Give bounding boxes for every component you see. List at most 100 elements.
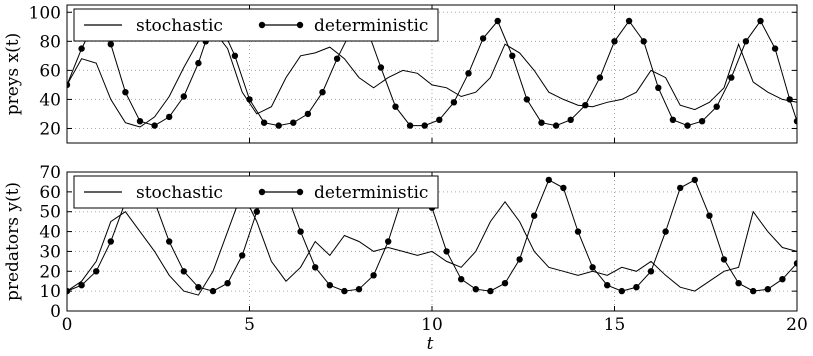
data-point-deterministic bbox=[180, 268, 187, 275]
data-point-deterministic bbox=[684, 122, 691, 129]
data-point-deterministic bbox=[501, 280, 509, 287]
data-point-deterministic bbox=[552, 122, 560, 129]
data-point-deterministic bbox=[450, 99, 458, 106]
data-point-deterministic bbox=[691, 176, 698, 184]
data-point-deterministic bbox=[107, 41, 115, 48]
data-point-deterministic bbox=[662, 228, 669, 235]
data-point-deterministic bbox=[604, 282, 611, 289]
data-point-deterministic bbox=[757, 17, 764, 25]
legend-marker bbox=[296, 188, 304, 196]
y-tick-label: 20 bbox=[39, 262, 61, 282]
data-point-deterministic bbox=[487, 287, 494, 295]
data-point-deterministic bbox=[355, 286, 363, 293]
series-line-stochastic bbox=[67, 28, 797, 128]
data-point-deterministic bbox=[341, 287, 348, 295]
x-tick-label: 15 bbox=[604, 315, 626, 335]
data-point-deterministic bbox=[647, 268, 655, 275]
y-tick-label: 100 bbox=[29, 3, 61, 23]
data-point-deterministic bbox=[275, 122, 282, 129]
data-point-deterministic bbox=[538, 119, 545, 126]
data-point-deterministic bbox=[545, 176, 552, 184]
data-point-deterministic bbox=[494, 17, 501, 25]
data-point-deterministic bbox=[319, 89, 326, 96]
data-point-deterministic bbox=[479, 35, 487, 42]
data-point-deterministic bbox=[304, 110, 312, 118]
series-line-deterministic bbox=[67, 18, 797, 127]
data-point-deterministic bbox=[312, 264, 319, 271]
legend-marker bbox=[258, 188, 266, 196]
y-tick-label: 50 bbox=[39, 203, 61, 223]
y-tick-label: 0 bbox=[50, 302, 61, 322]
data-point-deterministic bbox=[333, 55, 341, 62]
y-tick-label: 80 bbox=[39, 32, 61, 52]
data-point-deterministic bbox=[406, 122, 414, 129]
data-point-deterministic bbox=[78, 282, 85, 289]
x-tick-label: 0 bbox=[62, 315, 73, 335]
data-point-deterministic bbox=[370, 272, 377, 279]
data-point-deterministic bbox=[728, 74, 735, 81]
data-point-deterministic bbox=[750, 287, 757, 295]
data-point-deterministic bbox=[231, 52, 239, 59]
legend-marker bbox=[258, 21, 266, 29]
x-tick-label: 5 bbox=[244, 315, 255, 335]
data-point-deterministic bbox=[465, 70, 472, 77]
data-point-deterministic bbox=[195, 284, 202, 291]
legend: stochastic deterministic bbox=[73, 8, 439, 42]
data-point-deterministic bbox=[421, 122, 428, 129]
y-tick-label: 10 bbox=[39, 282, 61, 302]
data-point-deterministic bbox=[655, 84, 662, 92]
data-point-deterministic bbox=[209, 287, 217, 295]
data-point-deterministic bbox=[239, 252, 246, 259]
legend-label-deterministic: deterministic bbox=[314, 183, 428, 203]
y-tick-label: 40 bbox=[39, 90, 61, 110]
data-point-deterministic bbox=[166, 238, 173, 245]
data-point-deterministic bbox=[326, 282, 333, 289]
data-point-deterministic bbox=[720, 256, 728, 263]
data-point-deterministic bbox=[735, 280, 742, 287]
data-point-deterministic bbox=[611, 38, 618, 45]
data-point-deterministic bbox=[771, 45, 779, 52]
data-point-deterministic bbox=[560, 184, 567, 192]
data-point-deterministic bbox=[574, 228, 582, 235]
legend-box bbox=[73, 8, 439, 42]
data-point-deterministic bbox=[618, 287, 625, 295]
data-point-deterministic bbox=[166, 113, 173, 121]
y-axis-label: preys x(t) bbox=[3, 33, 23, 116]
data-point-deterministic bbox=[443, 248, 450, 255]
data-point-deterministic bbox=[509, 52, 516, 59]
legend-box bbox=[73, 175, 439, 209]
data-point-deterministic bbox=[136, 118, 144, 125]
data-point-deterministic bbox=[195, 59, 202, 67]
data-point-deterministic bbox=[224, 280, 231, 287]
legend-label-deterministic: deterministic bbox=[314, 16, 428, 36]
data-point-deterministic bbox=[786, 96, 793, 103]
data-point-deterministic bbox=[436, 116, 443, 124]
data-point-deterministic bbox=[107, 238, 115, 245]
y-tick-label: 60 bbox=[39, 183, 61, 203]
y-tick-label: 20 bbox=[39, 119, 61, 139]
y-tick-label: 70 bbox=[39, 163, 61, 183]
data-point-deterministic bbox=[385, 238, 392, 245]
legend-label-stochastic: stochastic bbox=[136, 183, 223, 203]
data-point-deterministic bbox=[779, 276, 786, 283]
data-point-deterministic bbox=[596, 74, 604, 81]
data-point-deterministic bbox=[698, 118, 706, 125]
data-point-deterministic bbox=[640, 38, 647, 45]
y-tick-label: 30 bbox=[39, 242, 61, 262]
x-axis-label: t bbox=[427, 334, 434, 354]
data-point-deterministic bbox=[290, 119, 297, 126]
legend-marker bbox=[296, 21, 304, 29]
data-point-deterministic bbox=[458, 276, 465, 283]
data-point-deterministic bbox=[793, 118, 797, 125]
preys-panel: 20 40 60 80 100 preys x(t) stochastic determini… bbox=[3, 3, 798, 144]
data-point-deterministic bbox=[377, 64, 385, 71]
data-point-deterministic bbox=[793, 260, 797, 267]
data-point-deterministic bbox=[669, 116, 677, 124]
x-tick-label: 10 bbox=[421, 315, 443, 335]
data-point-deterministic bbox=[625, 17, 633, 25]
data-point-deterministic bbox=[713, 103, 720, 110]
data-point-deterministic bbox=[392, 103, 399, 110]
data-point-deterministic bbox=[582, 102, 589, 109]
data-point-deterministic bbox=[151, 122, 158, 129]
x-tick-label: 20 bbox=[786, 315, 808, 335]
